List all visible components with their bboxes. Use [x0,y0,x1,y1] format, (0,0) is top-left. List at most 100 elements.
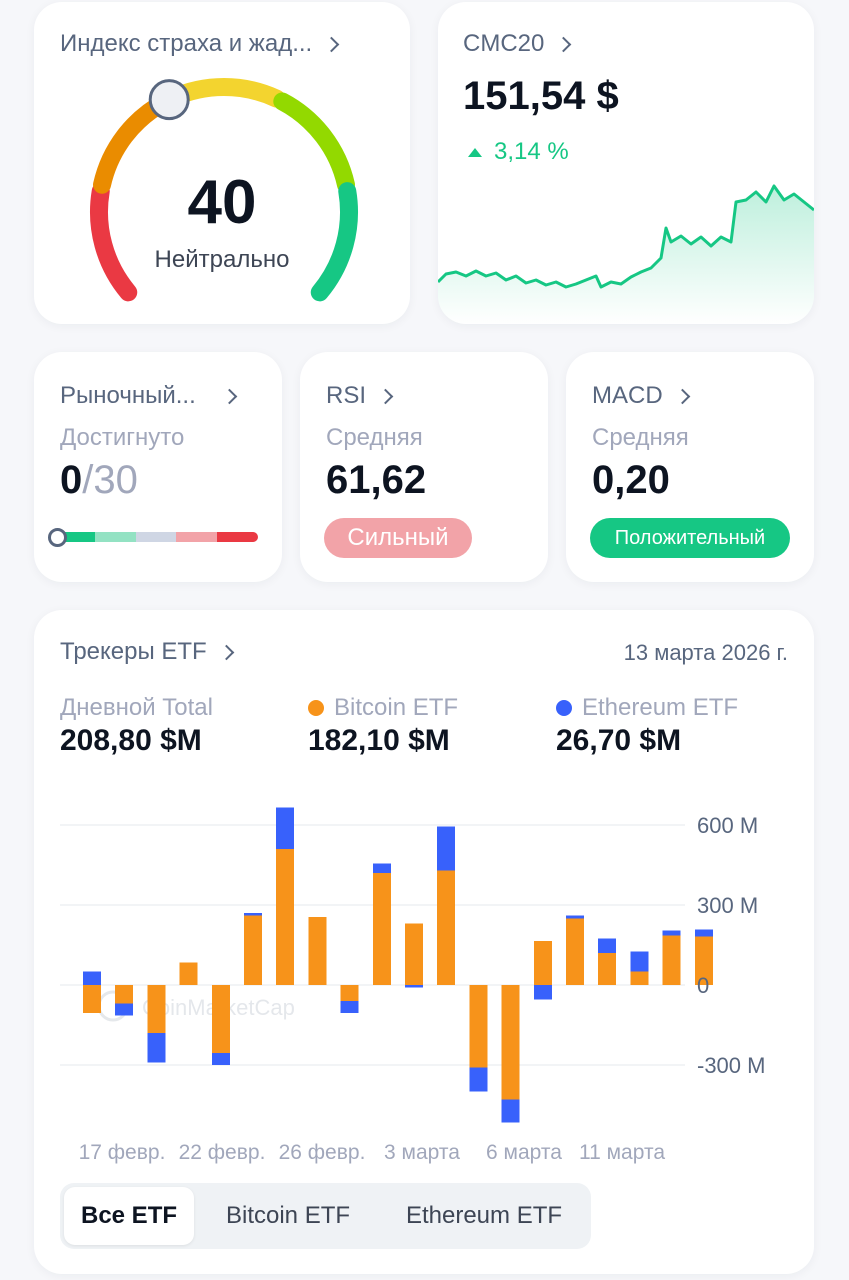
bar-bitcoin [83,985,101,1013]
bar-ethereum [630,951,649,972]
bar-bitcoin [340,985,359,1001]
bar-ethereum [340,1001,359,1013]
rsi-value: 61,62 [326,458,427,502]
bar-ethereum [501,1099,520,1123]
bar-bitcoin [115,985,134,1004]
scale-segment [217,532,258,542]
cmc20-card[interactable]: CMC20 151,54 $ 3,14 % [438,2,814,324]
arrow-up-icon [468,147,482,157]
y-tick-label: 300 M [697,893,758,918]
fear-greed-title[interactable]: Индекс страха и жад... [60,30,340,58]
bar-bitcoin [598,953,617,985]
rsi-title[interactable]: RSI [326,382,394,410]
macd-badge: Положительный [590,518,790,558]
gauge-segment [310,182,358,302]
macd-badge-text: Положительный [614,526,766,549]
rsi-badge-text: Сильный [347,524,449,551]
altseason-sub: Достигнуто [60,424,185,451]
sparkline-area [438,186,814,324]
etf-eth-legend: Ethereum ETF [556,694,738,722]
etf-filter-tabs: Все ETF Bitcoin ETF Ethereum ETF [60,1183,591,1249]
bar-bitcoin [244,915,262,985]
bar-bitcoin [566,918,584,985]
altseason-value-main: 0 [60,458,83,502]
bar-ethereum [598,938,617,953]
macd-title-text: MACD [592,382,663,409]
x-tick-label: 17 февр. [79,1141,166,1164]
etf-eth-label: Ethereum ETF [582,694,739,721]
y-tick-label: 0 [697,973,709,998]
chevron-right-icon [218,644,234,660]
bar-ethereum [533,985,552,1000]
btc-dot-icon [308,700,324,716]
bar-ethereum [244,913,262,916]
chevron-right-icon [377,388,394,404]
altseason-scale-bar [54,532,258,542]
altseason-title-text: Рыночный... [60,382,196,409]
scale-segment [54,532,95,542]
altseason-scale-knob [48,528,67,547]
altseason-card[interactable]: Рыночный... Достигнуто 0/30 [34,352,282,582]
bar-bitcoin [630,971,649,985]
macd-title[interactable]: MACD [592,382,690,410]
scale-segment [94,532,136,542]
gauge-knob [148,79,190,121]
cmc20-price: 151,54 $ [463,74,619,118]
bar-ethereum [147,1033,166,1063]
sparkline-line [438,184,814,289]
bar-bitcoin [211,985,230,1053]
bar-ethereum [372,863,391,873]
bar-ethereum [662,930,681,936]
cmc20-title[interactable]: CMC20 [463,30,572,58]
x-tick-label: 6 марта [486,1141,562,1164]
bar-bitcoin [308,917,327,985]
etf-total-label: Дневной Total [60,694,213,721]
bar-ethereum [694,929,713,937]
tab-all-etf[interactable]: Все ETF [64,1187,194,1245]
tab-bitcoin-etf[interactable]: Bitcoin ETF [225,1202,351,1229]
y-axis-ticks: 600 M 300 M 0 -300 M [697,813,765,1078]
chevron-right-icon [674,388,690,404]
bar-bitcoin [694,936,713,985]
bar-bitcoin [501,985,520,1100]
scale-segment [176,532,218,542]
chevron-right-icon [323,36,340,52]
bar-bitcoin [276,849,295,985]
y-tick-label: 600 M [697,813,758,838]
rsi-card[interactable]: RSI Средняя 61,62 Сильный [300,352,548,582]
tab-ethereum-etf[interactable]: Ethereum ETF [405,1202,563,1229]
y-tick-label: -300 M [697,1053,765,1078]
bar-ethereum [211,1053,230,1065]
etf-card: Трекеры ETF 13 марта 2026 г. Дневной Tot… [34,610,814,1274]
macd-card[interactable]: MACD Средняя 0,20 Положительный [566,352,814,582]
etf-eth-value: 26,70 $M [556,724,682,757]
bar-bitcoin [179,962,198,985]
eth-dot-icon [556,700,572,716]
rsi-title-text: RSI [326,382,367,409]
chart-bars [83,807,713,1123]
chevron-right-icon [221,388,238,404]
bar-ethereum [276,807,295,849]
bar-bitcoin [533,941,552,985]
scale-segment [135,532,177,542]
gauge-segment [273,92,355,194]
gauge-segment [90,182,138,302]
bar-bitcoin [372,873,391,985]
altseason-value-rest: /30 [82,458,138,502]
bar-bitcoin [469,985,488,1068]
bar-bitcoin [662,935,681,985]
etf-title[interactable]: Трекеры ETF [60,638,234,666]
cmc20-sparkline [438,184,814,324]
x-axis-ticks: 17 февр. 22 февр. 26 февр. 3 марта 6 марта 11… [79,1141,666,1164]
etf-title-text: Трекеры ETF [60,638,207,665]
x-tick-label: 22 февр. [179,1141,266,1164]
fear-greed-card[interactable]: Индекс страха и жад... 40 Нейтрально [34,2,410,324]
cmc20-title-text: CMC20 [463,30,545,57]
cmc20-change: 3,14 % [468,138,569,166]
altseason-title[interactable]: Рыночный... [60,382,238,410]
etf-btc-label: Bitcoin ETF [334,694,459,721]
x-tick-label: 11 марта [579,1141,665,1164]
etf-btc-legend: Bitcoin ETF [308,694,458,722]
bar-ethereum [115,1003,134,1016]
